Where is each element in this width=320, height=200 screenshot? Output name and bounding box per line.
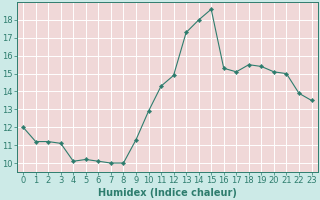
- X-axis label: Humidex (Indice chaleur): Humidex (Indice chaleur): [98, 188, 237, 198]
